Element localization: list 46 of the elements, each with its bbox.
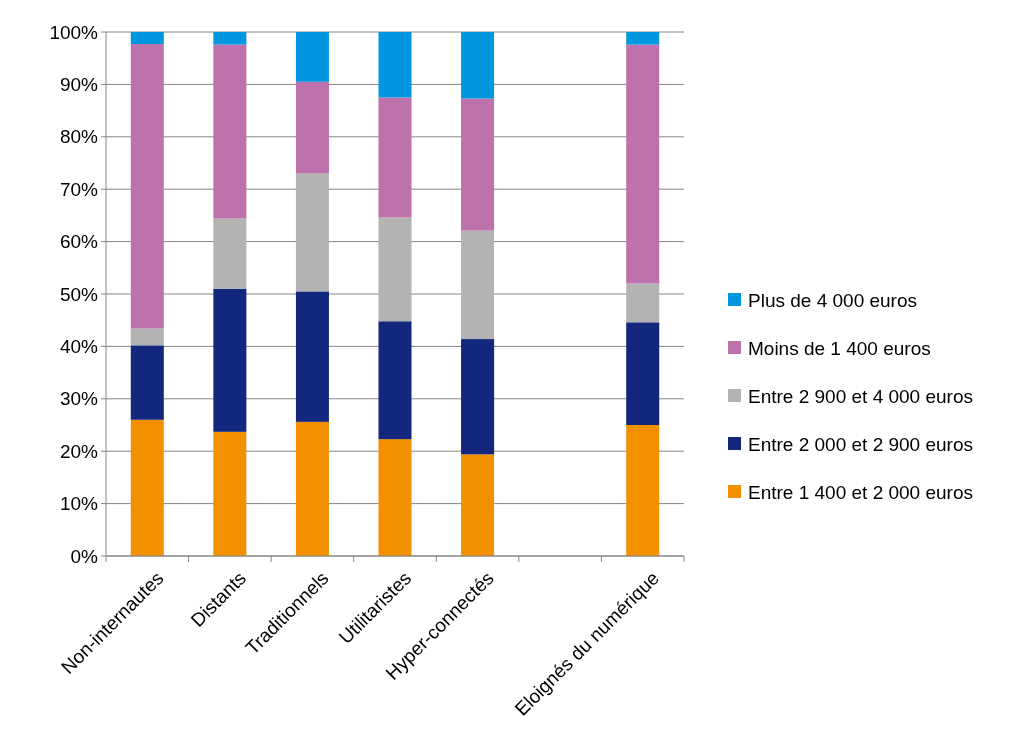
y-tick-label: 70% (59, 178, 99, 200)
y-tick-label: 80% (59, 126, 99, 148)
bar (130, 328, 164, 346)
legend-label: Plus de 4 000 euros (748, 289, 918, 311)
bar (130, 345, 164, 420)
bar (295, 81, 329, 174)
y-tick-label: 90% (59, 74, 99, 96)
bar (626, 32, 660, 45)
bar (295, 291, 329, 422)
bar (295, 421, 329, 556)
y-tick-label: 30% (59, 388, 99, 410)
bar (378, 32, 412, 98)
y-tick-label: 100% (49, 21, 99, 43)
legend-label: Entre 2 000 et 2 900 euros (748, 433, 973, 455)
bar (461, 98, 495, 231)
bar (461, 454, 495, 556)
y-tick-label: 60% (59, 231, 99, 253)
bar (213, 288, 247, 432)
legend-label: Entre 1 400 et 2 000 euros (748, 481, 973, 503)
y-tick-label: 50% (59, 283, 99, 305)
bar (213, 32, 247, 45)
bar (378, 97, 412, 218)
legend-label: Moins de 1 400 euros (748, 337, 931, 359)
y-tick-label: 10% (59, 493, 99, 515)
bar (213, 218, 247, 289)
y-tick-label: 0% (70, 545, 99, 567)
bar (213, 44, 247, 219)
bar (461, 32, 495, 99)
bar (130, 44, 164, 329)
y-tick-label: 40% (59, 336, 99, 358)
legend-label: Entre 2 900 et 4 000 euros (748, 385, 973, 407)
bar (295, 173, 329, 292)
bar (130, 419, 164, 556)
bar (626, 283, 660, 323)
bar (295, 32, 329, 82)
bar (378, 217, 412, 322)
bar (461, 230, 495, 340)
bar (626, 425, 660, 556)
bar (626, 322, 660, 425)
bar (461, 339, 495, 455)
bar (378, 439, 412, 556)
y-tick-label: 20% (59, 440, 99, 462)
bar (378, 321, 412, 440)
bar (213, 431, 247, 556)
bar (130, 32, 164, 45)
bar (626, 44, 660, 284)
